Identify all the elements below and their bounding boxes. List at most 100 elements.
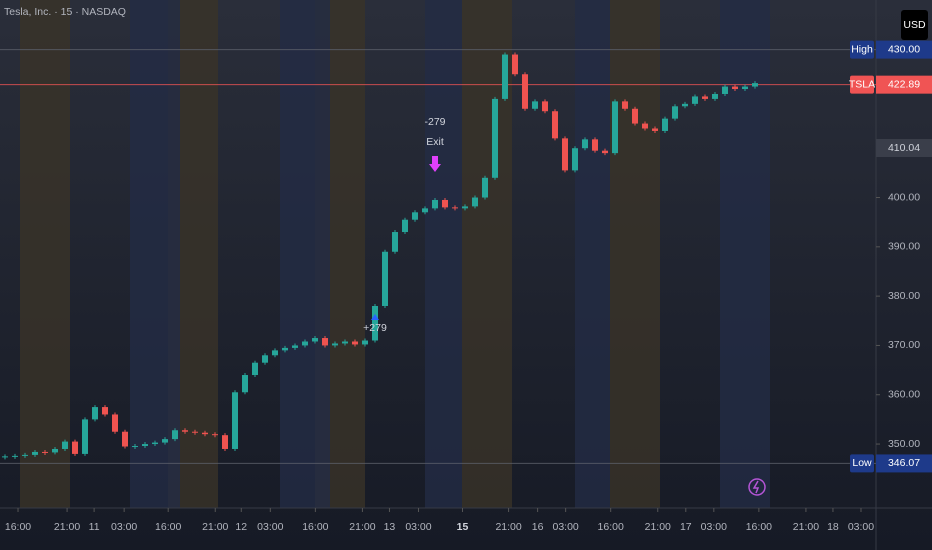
level-name-box bbox=[850, 40, 874, 59]
x-tick-label: 16:00 bbox=[302, 521, 328, 533]
candle bbox=[262, 355, 268, 363]
candle bbox=[152, 442, 158, 445]
candle bbox=[502, 54, 508, 99]
candle bbox=[252, 362, 258, 376]
candle bbox=[562, 138, 568, 171]
trade-arrow bbox=[371, 313, 379, 320]
x-tick-label: 03:00 bbox=[848, 521, 874, 533]
last-value-label: 410.04 bbox=[888, 142, 920, 154]
x-tick-label: 16:00 bbox=[746, 521, 772, 533]
candle bbox=[552, 111, 558, 139]
x-tick-label: 13 bbox=[384, 521, 396, 533]
candle bbox=[142, 444, 148, 447]
x-tick-label: 12 bbox=[235, 521, 247, 533]
x-tick-label: 16:00 bbox=[5, 521, 31, 533]
level-value: 422.89 bbox=[888, 78, 920, 90]
trade-label: +279 bbox=[363, 322, 387, 334]
candle bbox=[722, 86, 728, 94]
candle bbox=[702, 96, 708, 99]
candle bbox=[472, 197, 478, 207]
x-tick-label: 16:00 bbox=[598, 521, 624, 533]
level-value: 346.07 bbox=[888, 457, 920, 469]
candle bbox=[352, 341, 358, 345]
level-name: Low bbox=[852, 457, 872, 469]
candle bbox=[392, 232, 398, 252]
x-tick-label: 21:00 bbox=[645, 521, 671, 533]
candle bbox=[182, 430, 188, 432]
candle bbox=[412, 212, 418, 220]
candle bbox=[72, 441, 78, 454]
candle bbox=[282, 347, 288, 351]
x-tick-label: 03:00 bbox=[111, 521, 137, 533]
session-band bbox=[720, 0, 770, 508]
candle bbox=[222, 435, 228, 449]
session-band bbox=[610, 0, 660, 508]
level-name: TSLA bbox=[849, 78, 875, 90]
candle bbox=[642, 123, 648, 129]
x-tick-label: 21:00 bbox=[54, 521, 80, 533]
level-name: High bbox=[851, 43, 873, 55]
x-tick-label: 03:00 bbox=[701, 521, 727, 533]
candle bbox=[432, 199, 438, 209]
candle bbox=[442, 199, 448, 208]
last-value-box bbox=[876, 139, 932, 158]
x-tick-label: 11 bbox=[89, 521, 100, 533]
y-tick-label: 360.00 bbox=[888, 389, 920, 401]
candle bbox=[242, 375, 248, 393]
candle bbox=[342, 341, 348, 344]
x-tick-label: 21:00 bbox=[793, 521, 819, 533]
candle bbox=[22, 454, 28, 456]
session-band bbox=[575, 0, 610, 508]
y-tick-label: 350.00 bbox=[888, 438, 920, 450]
candle bbox=[422, 208, 428, 213]
candle bbox=[682, 103, 688, 107]
y-tick-label: 370.00 bbox=[888, 339, 920, 351]
session-band bbox=[20, 0, 70, 508]
candle bbox=[302, 341, 308, 346]
candle bbox=[322, 338, 328, 346]
x-tick-label: 16 bbox=[532, 521, 544, 533]
trade-arrow bbox=[429, 155, 441, 172]
candle bbox=[202, 432, 208, 435]
candle bbox=[132, 446, 138, 448]
level-value: 430.00 bbox=[888, 43, 920, 55]
y-tick-label: 390.00 bbox=[888, 241, 920, 253]
y-tick-label: 380.00 bbox=[888, 290, 920, 302]
level-value-box bbox=[876, 75, 932, 94]
candle bbox=[492, 98, 498, 178]
candle bbox=[192, 431, 198, 433]
candle bbox=[172, 430, 178, 440]
chart-title: Tesla, Inc. · 15 · NASDAQ bbox=[4, 6, 126, 18]
candle bbox=[752, 83, 758, 87]
candle bbox=[232, 392, 238, 449]
candle bbox=[622, 101, 628, 109]
event-icon bbox=[748, 478, 766, 496]
candle bbox=[62, 441, 68, 449]
candle bbox=[212, 434, 218, 436]
candle bbox=[52, 448, 58, 453]
candle bbox=[582, 139, 588, 149]
currency: USD bbox=[903, 19, 926, 31]
candle bbox=[82, 419, 88, 454]
candle bbox=[732, 86, 738, 90]
candle bbox=[592, 139, 598, 151]
candle bbox=[692, 96, 698, 104]
x-tick-label: 18 bbox=[827, 521, 839, 533]
candle bbox=[522, 74, 528, 109]
level-value-box bbox=[876, 40, 932, 59]
x-tick-label: 15 bbox=[457, 521, 469, 533]
candle bbox=[102, 407, 108, 415]
candle bbox=[12, 455, 18, 457]
x-tick-label: 21:00 bbox=[202, 521, 228, 533]
candle bbox=[162, 439, 168, 443]
level-name-box bbox=[850, 454, 874, 473]
candle bbox=[672, 106, 678, 119]
candle bbox=[112, 414, 118, 432]
candle bbox=[512, 54, 518, 75]
candle bbox=[2, 456, 8, 458]
x-tick-label: 03:00 bbox=[257, 521, 283, 533]
candle bbox=[92, 407, 98, 420]
candle bbox=[382, 251, 388, 306]
trade-label: -279 bbox=[424, 116, 445, 128]
